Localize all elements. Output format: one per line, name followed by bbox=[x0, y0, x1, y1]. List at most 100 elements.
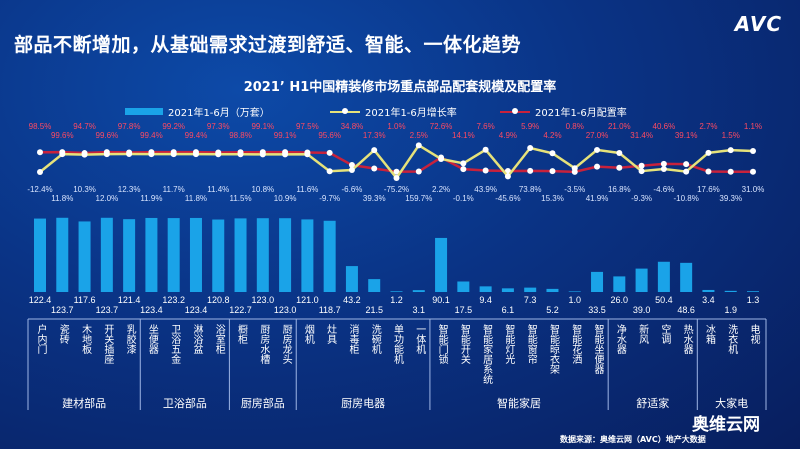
bar-value-label: 123.2 bbox=[162, 295, 185, 305]
bar-value-label: 17.5 bbox=[455, 305, 473, 315]
bar bbox=[591, 271, 604, 292]
growth-rate-point bbox=[59, 151, 66, 158]
growth-rate-point bbox=[304, 151, 311, 158]
category-label: 烟机 bbox=[302, 324, 314, 344]
bar-value-label: 121.0 bbox=[296, 295, 319, 305]
bar bbox=[390, 291, 403, 292]
bar bbox=[412, 290, 425, 292]
bar bbox=[345, 266, 358, 292]
growth-rate-point bbox=[705, 149, 712, 156]
config-rate-label: 98.5% bbox=[29, 122, 52, 131]
bar bbox=[100, 217, 113, 292]
group-label: 舒适家 bbox=[636, 397, 670, 410]
growth-rate-point bbox=[660, 165, 667, 172]
config-rate-point bbox=[482, 167, 489, 174]
bar-value-label: 5.2 bbox=[546, 305, 559, 315]
bar bbox=[323, 220, 336, 292]
bar bbox=[613, 276, 626, 292]
growth-rate-label: -12.4% bbox=[27, 185, 52, 194]
growth-rate-label: 10.3% bbox=[73, 185, 96, 194]
config-rate-label: 1.1% bbox=[744, 122, 762, 131]
growth-rate-label: 12.3% bbox=[118, 185, 141, 194]
bar-value-label: 1.9 bbox=[724, 305, 737, 315]
growth-rate-point bbox=[438, 155, 445, 162]
category-label: 灶具 bbox=[324, 324, 336, 344]
growth-rate-label: -9.3% bbox=[631, 194, 652, 203]
bar-value-label: 123.0 bbox=[274, 305, 297, 315]
config-rate-label: 39.1% bbox=[675, 131, 698, 140]
growth-rate-label: -45.6% bbox=[495, 194, 520, 203]
config-rate-label: 97.5% bbox=[296, 122, 319, 131]
config-rate-point bbox=[460, 166, 467, 173]
growth-rate-point bbox=[215, 151, 222, 158]
config-rate-point bbox=[326, 149, 333, 156]
growth-rate-label: -10.8% bbox=[673, 194, 698, 203]
growth-rate-label: 73.8% bbox=[519, 185, 542, 194]
category-label: 淋浴盆 bbox=[190, 324, 202, 354]
bar bbox=[212, 219, 225, 292]
bar bbox=[524, 287, 537, 292]
config-rate-label: 99.1% bbox=[251, 122, 274, 131]
config-rate-label: 34.8% bbox=[341, 122, 364, 131]
growth-rate-label: 17.6% bbox=[697, 185, 720, 194]
bar-value-label: 1.0 bbox=[568, 295, 581, 305]
growth-rate-point bbox=[371, 147, 378, 154]
legend-growth-swatch bbox=[330, 107, 360, 114]
config-rate-point bbox=[549, 168, 556, 175]
bar-value-label: 50.4 bbox=[655, 295, 673, 305]
growth-rate-label: 43.9% bbox=[474, 185, 497, 194]
growth-rate-point bbox=[616, 149, 623, 156]
category-label: 智能窗帘 bbox=[525, 324, 537, 364]
category-label: 坐便器 bbox=[146, 324, 158, 354]
growth-rate-point bbox=[571, 165, 578, 172]
bar bbox=[501, 288, 514, 292]
bar bbox=[702, 289, 715, 292]
bar-value-label: 123.4 bbox=[140, 305, 163, 315]
growth-rate-point bbox=[727, 147, 734, 154]
growth-rate-point bbox=[638, 168, 645, 175]
bar-value-label: 9.4 bbox=[479, 295, 492, 305]
bar bbox=[78, 221, 91, 292]
growth-rate-label: 11.6% bbox=[296, 185, 318, 194]
bar-value-label: 21.5 bbox=[365, 305, 383, 315]
growth-rate-label: 39.3% bbox=[363, 194, 386, 203]
bar-value-label: 26.0 bbox=[611, 295, 629, 305]
category-label: 电视 bbox=[748, 324, 759, 344]
growth-rate-label: 11.4% bbox=[207, 185, 229, 194]
category-label: 智能坐便器 bbox=[592, 324, 604, 374]
growth-rate-label: 12.0% bbox=[96, 194, 119, 203]
category-label: 瓷砖 bbox=[57, 324, 69, 344]
bar-value-label: 3.1 bbox=[413, 305, 426, 315]
config-rate-point bbox=[527, 167, 534, 174]
legend-config-swatch bbox=[500, 107, 530, 114]
bar-value-label: 39.0 bbox=[633, 305, 651, 315]
category-label: 新风 bbox=[636, 324, 648, 344]
bar-value-label: 121.4 bbox=[118, 295, 141, 305]
config-rate-label: 97.8% bbox=[118, 122, 141, 131]
growth-rate-point bbox=[683, 168, 690, 175]
config-rate-label: 99.2% bbox=[162, 122, 185, 131]
growth-rate-point bbox=[326, 168, 333, 175]
bar-value-label: 122.4 bbox=[29, 295, 52, 305]
growth-rate-label: -6.6% bbox=[341, 185, 362, 194]
category-label: 智能晾衣架 bbox=[547, 324, 559, 374]
group-label: 厨房电器 bbox=[341, 397, 386, 410]
bar bbox=[635, 268, 648, 292]
group-label: 大家电 bbox=[715, 397, 749, 410]
bar-value-label: 123.0 bbox=[252, 295, 275, 305]
bar-value-label: 7.3 bbox=[524, 295, 537, 305]
growth-rate-label: -9.7% bbox=[319, 194, 340, 203]
growth-rate-point bbox=[460, 160, 467, 167]
growth-rate-point bbox=[237, 151, 244, 158]
bar bbox=[234, 218, 247, 292]
bar bbox=[435, 237, 448, 292]
config-rate-label: 40.6% bbox=[653, 122, 676, 131]
config-rate-label: 1.0% bbox=[387, 122, 405, 131]
growth-rate-label: 2.2% bbox=[432, 185, 450, 194]
category-label: 智能门锁 bbox=[436, 324, 448, 364]
config-rate-point bbox=[37, 149, 43, 156]
growth-rate-label: 11.7% bbox=[163, 185, 185, 194]
config-rate-label: 31.4% bbox=[630, 131, 653, 140]
category-label: 热水器 bbox=[681, 324, 693, 354]
